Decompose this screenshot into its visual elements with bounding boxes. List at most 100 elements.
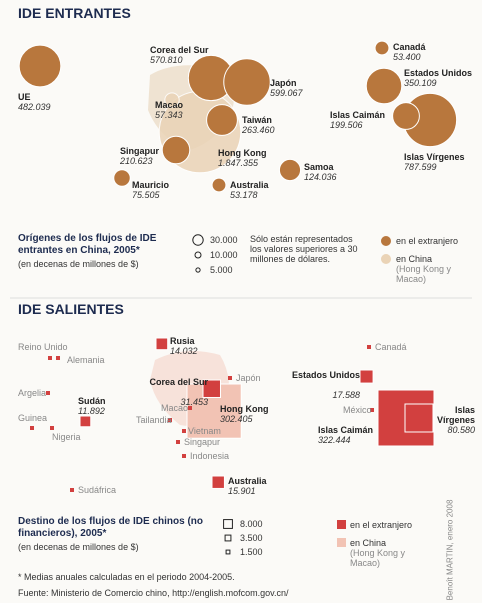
legend-square [225,549,231,555]
legend-bubble [192,234,204,246]
legend-label: en China [350,538,387,548]
legend-swatch [381,236,391,246]
legend-swatch [337,520,346,529]
legend-size-label: 5.000 [210,265,233,275]
bubble [365,67,403,105]
value-label: 124.036 [304,172,337,182]
bubble [223,58,271,106]
section-title: IDE SALIENTES [18,301,124,317]
bubble [278,158,302,182]
place-name: Rusia [170,336,195,346]
place-name: Macao [161,403,189,413]
bubble [206,104,238,136]
legend-label: en China [396,254,433,264]
source: Fuente: Ministerio de Comercio chino, ht… [18,588,289,598]
legend-bubble [194,251,202,259]
place-marker [188,406,192,410]
footnote: * Medias anuales calculadas en el period… [18,572,235,582]
place-name: Estados Unidos [291,370,360,380]
place-name: Canadá [393,42,426,52]
value-label: 75.505 [132,190,160,200]
legend-label: en el extranjero [350,520,413,530]
bubble [374,40,390,56]
legend-square [224,534,232,542]
legend-note: (Hong Kong y Macao) [396,264,452,284]
place-marker [228,376,232,380]
legend-swatch [337,538,346,547]
section-title: IDE ENTRANTES [18,5,131,21]
place-name: Macao [155,100,184,110]
place-name: Corea del Sur [149,377,208,387]
legend-size-label: 1.500 [240,547,263,557]
place-name: Hong Kong [218,148,267,158]
legend-size-label: 8.000 [240,519,263,529]
value-label: 787.599 [404,162,437,172]
value-label: 599.067 [270,88,303,98]
legend-unit: (en decenas de millones de $) [18,542,139,552]
place-name: Sudáfrica [78,485,117,495]
place-name: Corea del Sur [150,45,209,55]
value-label: 570.810 [150,55,183,65]
legend-title: Destino de los flujos de IDE chinos (no … [18,516,204,539]
legend-unit: (en decenas de millones de $) [18,259,139,269]
place-marker [370,408,374,412]
legend-swatch [381,254,391,264]
value-label: 53.178 [230,190,258,200]
place-name: Reino Unido [18,342,68,352]
place-name: Islas Caimán [318,425,374,435]
place-name: Argelia [18,388,47,398]
place-name: Australia [228,476,267,486]
legend-label: en el extranjero [396,236,459,246]
legend-square [223,519,233,529]
value-label: 1.847.355 [218,158,259,168]
value-label: 14.032 [170,346,198,356]
place-marker [367,345,371,349]
legend-note: (Hong Kong y Macao) [350,548,406,568]
value-label: 80.580 [447,425,475,435]
place-marker [176,440,180,444]
place-marker [182,454,186,458]
place-marker [182,429,186,433]
value-label: 17.588 [332,390,360,400]
place-marker [56,356,60,360]
place-name: Hong Kong [220,404,269,414]
place-marker [50,426,54,430]
value-label: 53.400 [393,52,421,62]
square [155,337,169,351]
value-label: 263.460 [242,125,275,135]
value-label: 199.506 [330,120,363,130]
square [359,369,374,384]
place-name: Islas Vírgenes [404,152,465,162]
place-marker [70,488,74,492]
legend-size-label: 3.500 [240,533,263,543]
square [211,475,225,489]
value-label: 322.444 [318,435,351,445]
place-name: UE [18,92,31,102]
bubble [211,177,227,193]
place-name: Japón [236,373,261,383]
place-name: Australia [230,180,269,190]
legend-size-label: 10.000 [210,250,238,260]
value-label: 11.892 [78,406,105,416]
bubble [113,169,131,187]
value-label: 210.623 [120,156,153,166]
place-name: Islas Vírgenes [436,405,475,425]
value-label: 15.901 [228,486,256,496]
place-name: Taiwán [242,115,272,125]
place-name: Guinea [18,413,48,423]
place-name: Samoa [304,162,334,172]
place-marker [46,391,50,395]
bubble [18,44,62,88]
place-name: Canadá [375,342,407,352]
place-marker [30,426,34,430]
place-name: México [343,405,372,415]
place-marker [48,356,52,360]
place-name: Tailandia [136,415,172,425]
credit: Benoît MARTIN, enero 2008 [445,499,455,601]
place-name: Alemania [67,355,105,365]
place-name: Islas Caimán [330,110,386,120]
value-label: 57.343 [155,110,183,120]
legend-bubble [195,267,201,273]
